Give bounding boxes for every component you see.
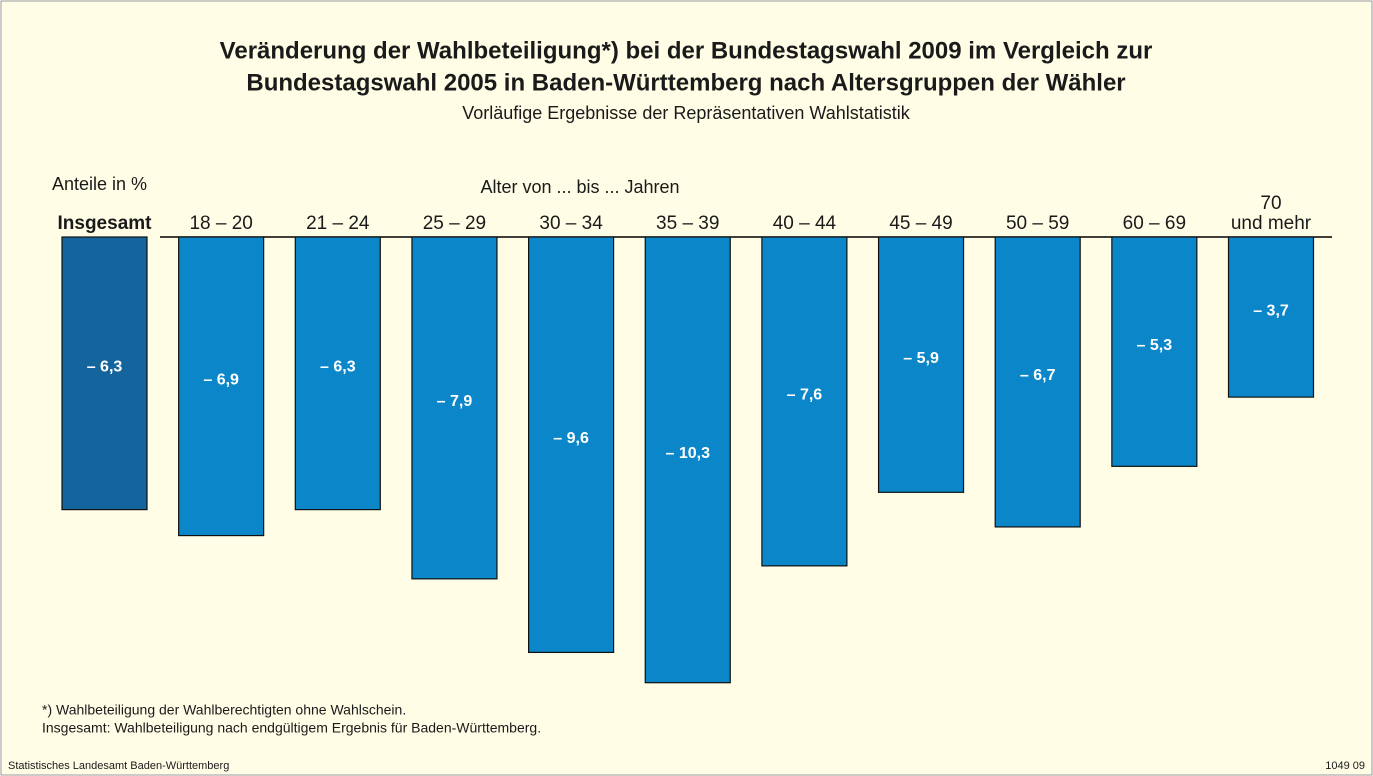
bar (994, 236, 1081, 528)
footnote: *) Wahlbeteiligung der Wahlberechtigten … (42, 702, 406, 718)
x-tick-label: 21 – 24 (306, 213, 370, 234)
x-tick-label: 70 und mehr (1231, 193, 1312, 234)
x-tick-label: 18 – 20 (189, 213, 252, 234)
data-label: – 6,7 (1020, 367, 1056, 384)
x-tick-label: 50 – 59 (1006, 213, 1069, 234)
data-label: – 6,9 (203, 372, 239, 389)
x-tick-label: 25 – 29 (423, 213, 486, 234)
bar (761, 236, 848, 567)
footnote: Insgesamt: Wahlbeteiligung nach endgülti… (42, 720, 541, 736)
bar (294, 236, 381, 511)
data-label: – 7,9 (437, 393, 473, 410)
bar (527, 236, 615, 654)
bar (1111, 236, 1198, 467)
data-label: – 5,9 (903, 350, 939, 367)
bar (178, 236, 265, 537)
x-tick-label: 60 – 69 (1123, 213, 1186, 234)
chart-subtitle: Vorläufige Ergebnisse der Repräsentative… (462, 103, 911, 123)
source: Statistisches Landesamt Baden-Württember… (8, 760, 229, 772)
data-label: – 6,3 (320, 359, 356, 376)
bar (1227, 236, 1315, 398)
x-tick-label: 35 – 39 (656, 213, 719, 234)
bar (877, 236, 965, 493)
x-tick-label: 30 – 34 (539, 213, 603, 234)
chart-code: 1049 09 (1325, 760, 1365, 772)
data-label: – 6,3 (87, 359, 123, 376)
y-axis-label: Anteile in % (52, 174, 147, 194)
chart-title: Veränderung der Wahlbeteiligung*) bei de… (220, 37, 1153, 64)
chart-title: Bundestagswahl 2005 in Baden-Württemberg… (246, 69, 1125, 96)
bar (644, 236, 731, 684)
data-label: – 10,3 (666, 445, 711, 462)
bar (61, 236, 148, 511)
x-tick-label: Insgesamt (58, 213, 153, 234)
data-label: – 9,6 (553, 430, 589, 447)
data-label: – 5,3 (1137, 337, 1173, 354)
x-axis-label: Alter von ... bis ... Jahren (480, 177, 679, 197)
data-label: – 3,7 (1253, 302, 1289, 319)
bar (411, 236, 498, 580)
data-label: – 7,6 (787, 387, 823, 404)
x-tick-label: 40 – 44 (773, 213, 837, 234)
x-tick-label: 45 – 49 (889, 213, 952, 234)
